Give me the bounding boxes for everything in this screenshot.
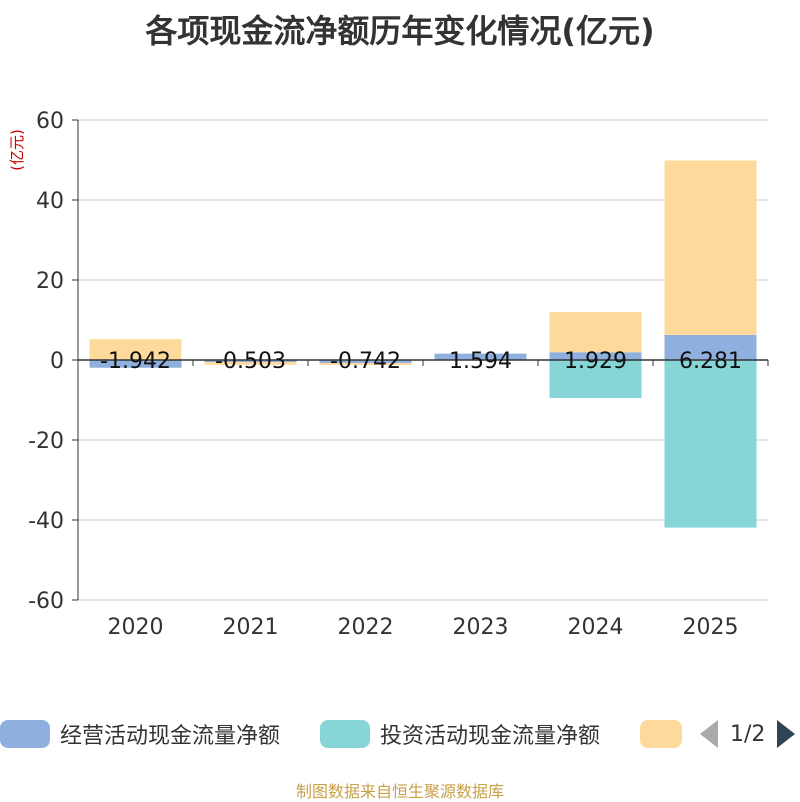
legend-swatch-investing — [320, 720, 370, 748]
y-tick-label: 40 — [36, 189, 64, 214]
legend-item-operating[interactable]: 经营活动现金流量净额 — [0, 716, 280, 752]
bar-financing-2020 — [89, 339, 182, 360]
y-tick-label: -40 — [28, 509, 64, 534]
chart-title: 各项现金流净额历年变化情况(亿元) — [145, 12, 655, 50]
bar-operating-2025 — [664, 334, 757, 360]
bar-operating-2021 — [204, 360, 297, 363]
y-axis-unit: (亿元) — [8, 129, 26, 171]
legend-swatch-operating — [0, 720, 50, 748]
y-axis-unit-holder: (亿元) — [8, 129, 26, 171]
x-tick-label: 2023 — [453, 615, 509, 640]
bar-financing-2025 — [664, 160, 757, 335]
bar-financing-2021 — [204, 362, 297, 365]
x-tick-label: 2021 — [223, 615, 279, 640]
x-tick-label: 2024 — [568, 615, 624, 640]
legend: 经营活动现金流量净额 投资活动现金流量净额 — [0, 716, 800, 752]
bar-operating-2020 — [89, 360, 182, 368]
bar-operating-2022 — [319, 360, 412, 363]
legend-label-investing: 投资活动现金流量净额 — [380, 724, 601, 749]
data-label-operating: 1.929 — [564, 349, 627, 374]
bar-investing-2025 — [664, 360, 757, 528]
y-tick-label: 0 — [50, 349, 64, 374]
legend-swatch-financing — [640, 720, 682, 748]
legend-label-operating: 经营活动现金流量净额 — [60, 724, 281, 749]
data-label-operating: -0.742 — [330, 349, 401, 374]
data-source-note: 制图数据来自恒生聚源数据库 — [295, 782, 504, 801]
y-tick-label: 20 — [36, 269, 64, 294]
x-tick-label: 2022 — [338, 615, 394, 640]
cashflow-bar-chart: 60 40 20 0 -20 -40 -60 2020 2021 2022 2023 2024 2025… — [28, 109, 769, 640]
bar-financing-2022 — [319, 362, 412, 365]
bar-financing-2024 — [549, 311, 642, 353]
y-tick-label: 60 — [36, 109, 64, 134]
legend-pager: 1/2 — [700, 716, 796, 752]
x-tick-label: 2025 — [683, 615, 739, 640]
legend-next-icon[interactable] — [777, 720, 796, 748]
data-label-operating: -1.942 — [100, 349, 171, 374]
legend-item-investing[interactable]: 投资活动现金流量净额 — [320, 716, 600, 752]
x-tick-label: 2020 — [108, 615, 164, 640]
y-tick-label: -60 — [28, 589, 64, 614]
data-label-operating: 6.281 — [679, 349, 742, 374]
legend-item-financing[interactable] — [640, 716, 682, 752]
bar-operating-2023 — [434, 353, 527, 360]
bar-operating-2024 — [549, 352, 642, 360]
y-tick-label: -20 — [28, 429, 64, 454]
legend-prev-icon[interactable] — [700, 720, 718, 748]
data-label-operating: -0.503 — [215, 349, 286, 374]
legend-page-indicator: 1/2 — [730, 721, 766, 747]
bar-investing-2024 — [549, 360, 642, 398]
data-label-operating: 1.594 — [449, 349, 512, 374]
